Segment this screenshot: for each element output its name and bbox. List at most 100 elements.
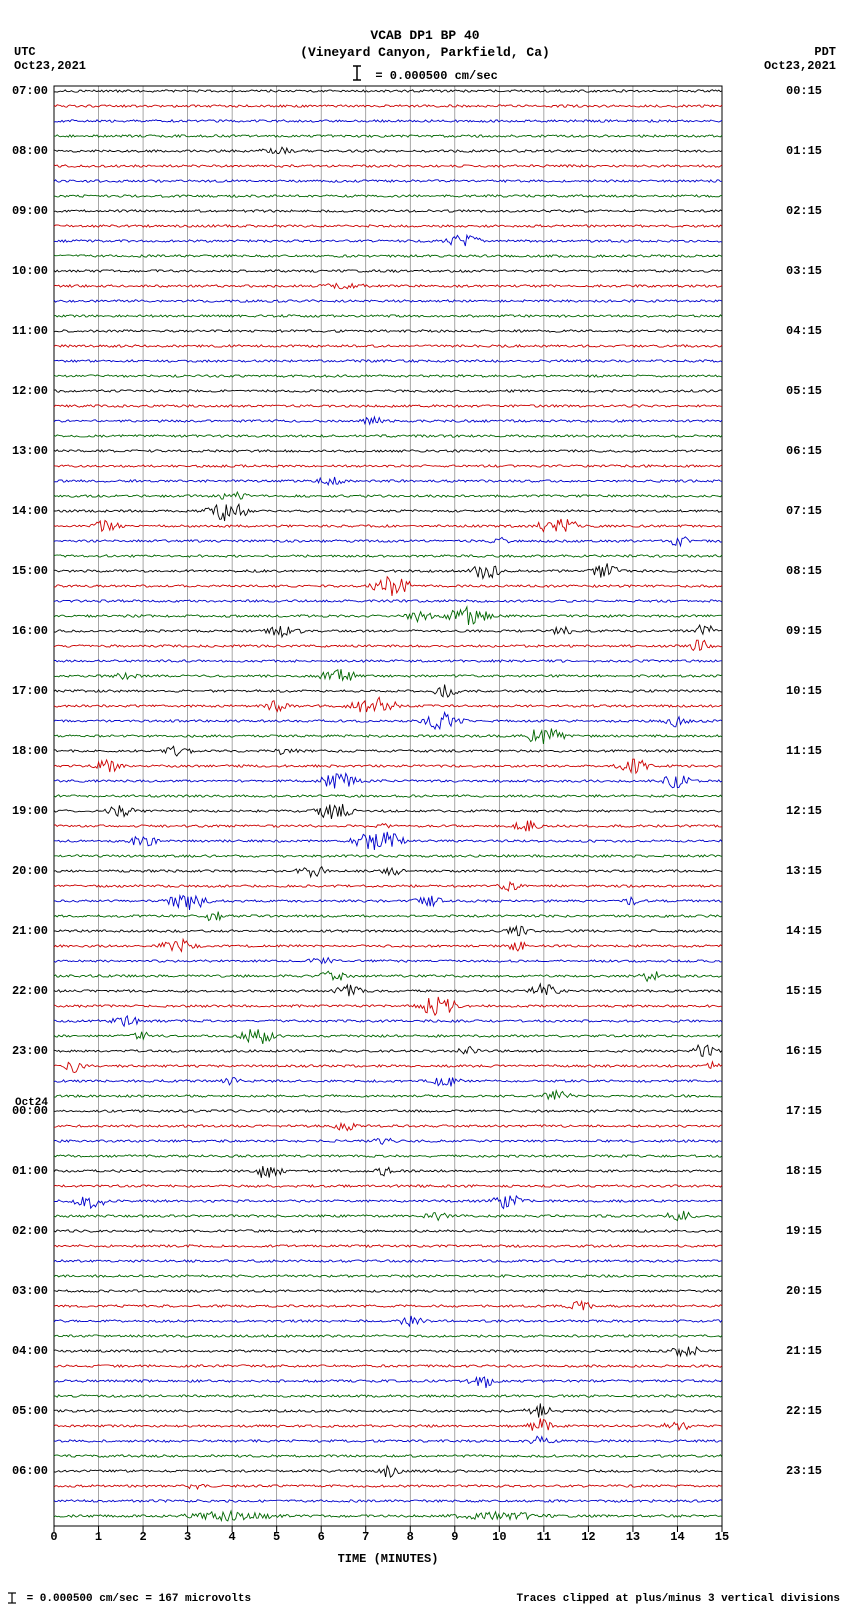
title-line-1: VCAB DP1 BP 40: [0, 28, 850, 45]
trace-row: [54, 235, 722, 246]
header: VCAB DP1 BP 40 (Vineyard Canyon, Parkfie…: [0, 0, 850, 87]
trace-row: [54, 1377, 722, 1388]
trace-row: [54, 607, 722, 625]
trace-row: [54, 1045, 722, 1056]
trace-row: [54, 729, 722, 744]
tz-left-label: UTC: [14, 45, 86, 59]
trace-row: [54, 477, 722, 485]
right-time-label: 07:15: [786, 504, 822, 518]
trace-row: [54, 435, 722, 437]
trace-row: [54, 390, 722, 392]
left-time-label: 17:00: [12, 684, 48, 698]
scale-indicator: = 0.000500 cm/sec: [0, 64, 850, 88]
left-time-label: 02:00: [12, 1224, 48, 1238]
left-time-axis: 07:0008:0009:0010:0011:0012:0013:0014:00…: [0, 86, 50, 1526]
trace-row: [54, 180, 722, 182]
trace-row: [54, 504, 722, 521]
trace-row: [54, 1260, 722, 1262]
trace-row: [54, 120, 722, 122]
right-time-label: 02:15: [786, 204, 822, 218]
trace-row: [54, 971, 722, 981]
trace-row: [54, 492, 722, 499]
right-time-label: 18:15: [786, 1164, 822, 1178]
right-time-label: 04:15: [786, 324, 822, 338]
trace-row: [54, 1419, 722, 1431]
trace-row: [54, 270, 722, 272]
trace-row: [54, 1436, 722, 1443]
left-time-label: 01:00: [12, 1164, 48, 1178]
trace-row: [54, 685, 722, 698]
left-time-label: 07:00: [12, 84, 48, 98]
seismogram-container: UTC Oct23,2021 PDT Oct23,2021 VCAB DP1 B…: [0, 0, 850, 1613]
trace-row: [54, 997, 722, 1015]
x-tick-label: 10: [492, 1530, 506, 1544]
trace-row: [54, 577, 722, 596]
x-tick-label: 13: [626, 1530, 640, 1544]
trace-row: [54, 939, 722, 951]
trace-row: [54, 283, 722, 288]
trace-row: [54, 804, 722, 819]
trace-row: [54, 537, 722, 546]
left-time-label: 04:00: [12, 1344, 48, 1358]
x-tick-label: 7: [362, 1530, 369, 1544]
trace-row: [54, 669, 722, 680]
x-tick-label: 14: [670, 1530, 684, 1544]
trace-row: [54, 225, 722, 227]
trace-row: [54, 210, 722, 212]
left-time-label: 20:00: [12, 864, 48, 878]
trace-row: [54, 1062, 722, 1073]
left-time-label: 05:00: [12, 1404, 48, 1418]
right-time-label: 13:15: [786, 864, 822, 878]
trace-row: [54, 105, 722, 107]
left-time-label: 00:00: [12, 1104, 48, 1118]
x-tick-label: 6: [318, 1530, 325, 1544]
trace-row: [54, 1485, 722, 1490]
trace-row: [54, 1245, 722, 1247]
x-tick-label: 4: [229, 1530, 236, 1544]
trace-row: [54, 984, 722, 996]
trace-row: [54, 1230, 722, 1232]
trace-row: [54, 773, 722, 788]
right-time-label: 22:15: [786, 1404, 822, 1418]
trace-row: [54, 165, 722, 167]
trace-row: [54, 640, 722, 650]
trace-row: [54, 1185, 722, 1187]
trace-row: [54, 958, 722, 964]
left-time-label: 06:00: [12, 1464, 48, 1478]
trace-row: [54, 1455, 722, 1457]
trace-row: [54, 563, 722, 578]
trace-row: [54, 896, 722, 910]
trace-row: [54, 1290, 722, 1292]
left-time-label: 22:00: [12, 984, 48, 998]
scale-text: = 0.000500 cm/sec: [375, 69, 497, 83]
x-tick-label: 9: [451, 1530, 458, 1544]
tz-left-block: UTC Oct23,2021: [14, 45, 86, 73]
right-time-label: 20:15: [786, 1284, 822, 1298]
trace-row: [54, 405, 722, 407]
x-tick-label: 5: [273, 1530, 280, 1544]
right-time-label: 17:15: [786, 1104, 822, 1118]
trace-row: [54, 1016, 722, 1026]
plot-area: [54, 86, 722, 1526]
trace-row: [54, 1211, 722, 1221]
trace-row: [54, 1500, 722, 1502]
right-time-label: 19:15: [786, 1224, 822, 1238]
tz-right-date: Oct23,2021: [764, 59, 836, 73]
trace-row: [54, 1347, 722, 1356]
trace-row: [54, 1166, 722, 1178]
seismogram-svg: [54, 86, 722, 1526]
trace-row: [54, 697, 722, 712]
x-tick-row: 0123456789101112131415: [54, 1530, 722, 1550]
trace-row: [54, 345, 722, 347]
trace-row: [54, 417, 722, 424]
trace-row: [54, 1155, 722, 1157]
trace-row: [54, 1123, 722, 1130]
trace-row: [54, 855, 722, 857]
trace-row: [54, 1091, 722, 1100]
x-tick-label: 2: [139, 1530, 146, 1544]
left-time-label: 13:00: [12, 444, 48, 458]
tz-left-date: Oct23,2021: [14, 59, 86, 73]
trace-row: [54, 375, 722, 377]
tz-right-label: PDT: [764, 45, 836, 59]
trace-row: [54, 1335, 722, 1337]
